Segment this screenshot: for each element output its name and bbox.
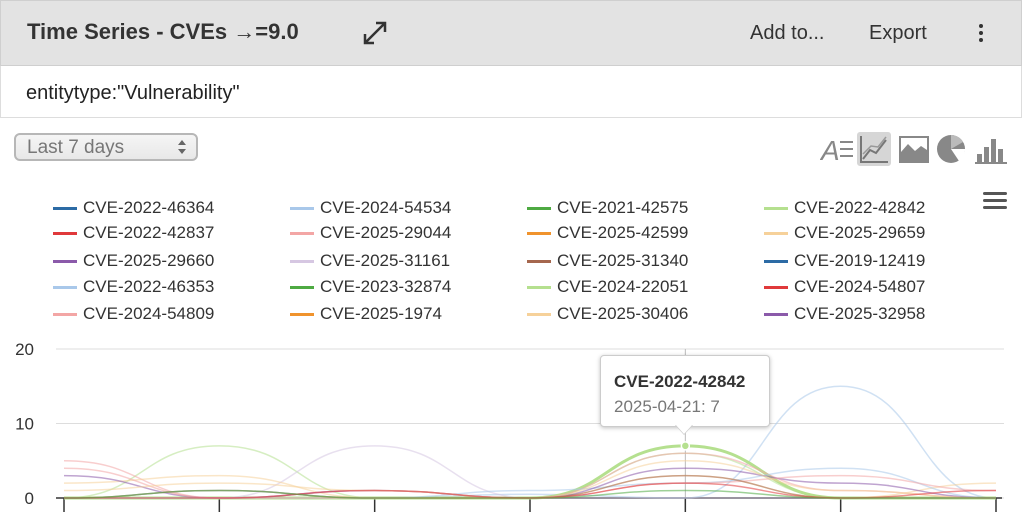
legend-swatch bbox=[764, 286, 788, 289]
y-tick-label: 10 bbox=[15, 415, 34, 434]
series-line bbox=[63, 452, 997, 499]
tooltip-pointer bbox=[675, 424, 693, 434]
legend-label: CVE-2019-12419 bbox=[794, 251, 926, 270]
series-line bbox=[63, 489, 996, 499]
legend-label: CVE-2025-29660 bbox=[83, 251, 215, 270]
chart-tooltip: CVE-2022-42842 2025-04-21: 7 bbox=[600, 355, 770, 427]
legend-label: CVE-2025-29659 bbox=[794, 223, 926, 242]
legend-label: CVE-2024-54809 bbox=[83, 304, 215, 323]
more-options-icon[interactable] bbox=[973, 21, 989, 45]
legend-label: CVE-2024-54534 bbox=[320, 198, 452, 217]
svg-text:A: A bbox=[820, 135, 840, 166]
select-arrows-icon bbox=[178, 140, 186, 154]
legend-swatch bbox=[290, 286, 314, 289]
legend-swatch bbox=[764, 207, 788, 210]
legend-label: CVE-2025-30406 bbox=[557, 304, 689, 323]
series-line bbox=[64, 445, 996, 499]
tooltip-series-name: CVE-2022-42842 bbox=[614, 372, 746, 391]
hover-point bbox=[680, 441, 691, 451]
query-text: entitytype:"Vulnerability" bbox=[26, 82, 240, 104]
legend-label: CVE-2025-42599 bbox=[557, 223, 689, 242]
legend-swatch bbox=[527, 207, 551, 210]
legend-label: CVE-2021-42575 bbox=[557, 198, 689, 217]
series-line bbox=[63, 474, 996, 499]
line-chart-button[interactable] bbox=[857, 132, 891, 166]
series-line bbox=[63, 467, 997, 499]
legend-swatch bbox=[290, 260, 314, 263]
legend-swatch bbox=[527, 313, 551, 316]
legend-swatch bbox=[527, 286, 551, 289]
legend-swatch bbox=[53, 232, 77, 235]
series-line bbox=[64, 482, 997, 499]
time-range-select[interactable]: Last 7 days bbox=[14, 133, 198, 161]
legend-label: CVE-2025-31161 bbox=[320, 251, 451, 270]
legend-swatch bbox=[290, 207, 314, 210]
export-button[interactable]: Export bbox=[869, 22, 927, 44]
legend-swatch bbox=[764, 313, 788, 316]
area-chart-icon[interactable] bbox=[897, 132, 931, 166]
series-line bbox=[63, 385, 997, 499]
series-line bbox=[63, 474, 997, 499]
add-to-button[interactable]: Add to... bbox=[750, 22, 825, 44]
y-tick-label: 0 bbox=[25, 489, 34, 508]
legend-label: CVE-2025-1974 bbox=[320, 304, 442, 323]
series-line bbox=[64, 467, 997, 499]
legend-label: CVE-2023-32874 bbox=[320, 277, 452, 296]
chart-menu-icon[interactable] bbox=[982, 190, 1008, 212]
legend-label: CVE-2022-42842 bbox=[794, 198, 926, 217]
legend-swatch bbox=[527, 232, 551, 235]
legend-label: CVE-2025-32958 bbox=[794, 304, 926, 323]
bar-chart-icon[interactable] bbox=[974, 132, 1008, 166]
legend-swatch bbox=[527, 260, 551, 263]
legend-swatch bbox=[290, 232, 314, 235]
expand-icon[interactable] bbox=[361, 19, 389, 47]
series-line bbox=[63, 445, 996, 499]
legend-label: CVE-2022-42837 bbox=[83, 223, 215, 242]
query-bar: entitytype:"Vulnerability" bbox=[0, 66, 1022, 118]
y-tick-label: 20 bbox=[15, 340, 34, 359]
legend-swatch bbox=[764, 260, 788, 263]
legend-label: CVE-2024-22051 bbox=[557, 277, 689, 296]
legend-swatch bbox=[764, 232, 788, 235]
tooltip-value: 2025-04-21: 7 bbox=[614, 397, 720, 416]
line-chart-icon bbox=[860, 136, 888, 163]
legend-label: CVE-2022-46364 bbox=[83, 198, 215, 217]
legend-swatch bbox=[290, 313, 314, 316]
time-range-value: Last 7 days bbox=[27, 137, 125, 158]
legend-swatch bbox=[53, 260, 77, 263]
legend-swatch bbox=[53, 313, 77, 316]
panel-title: Time Series - CVEs →=9.0 bbox=[27, 19, 299, 44]
legend-label: CVE-2022-46353 bbox=[83, 277, 215, 296]
legend-label: CVE-2024-54807 bbox=[794, 277, 926, 296]
series-line bbox=[63, 467, 997, 499]
panel-header: Time Series - CVEs →=9.0 Add to... Expor… bbox=[0, 0, 1022, 66]
legend-label: CVE-2025-29044 bbox=[320, 223, 452, 242]
legend-swatch bbox=[53, 207, 77, 210]
legend-label: CVE-2025-31340 bbox=[557, 251, 689, 270]
pie-chart-icon[interactable] bbox=[935, 132, 969, 166]
series-line bbox=[64, 444, 996, 500]
text-view-icon[interactable]: A bbox=[820, 132, 854, 166]
legend-swatch bbox=[53, 286, 77, 289]
series-line bbox=[63, 459, 997, 499]
